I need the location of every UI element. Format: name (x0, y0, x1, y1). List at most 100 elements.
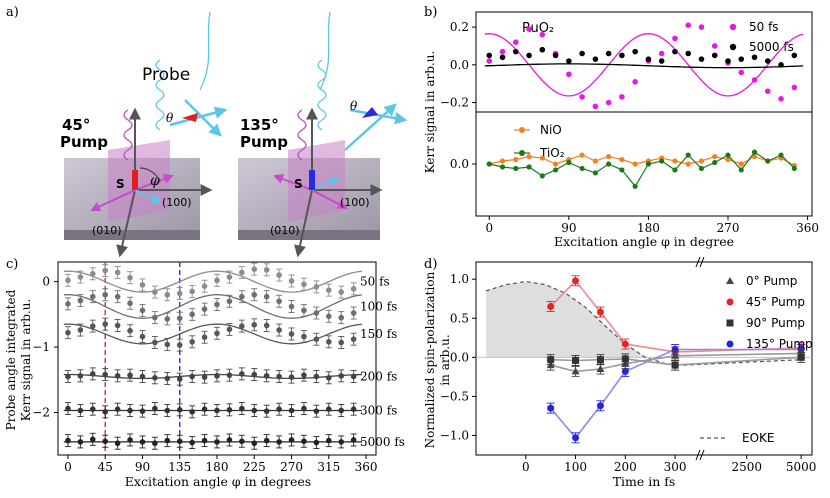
legend-marker-90deg (726, 319, 734, 327)
data-point-200-fs (288, 374, 295, 380)
data-point-5000-fs (645, 56, 652, 62)
data-point-200-fs (338, 373, 345, 379)
x-tick-label: 270 (280, 460, 303, 474)
data-point-100-fs (301, 307, 307, 314)
data-point-tio (712, 159, 718, 166)
data-point-150-fs (313, 336, 320, 343)
data-point-100-fs (102, 291, 109, 298)
data-point-100-fs (77, 297, 84, 304)
pump45-label-1: 45° (62, 116, 90, 134)
spin-label: S (116, 177, 125, 191)
data-point-150-fs (214, 330, 220, 337)
data-point-5000-fs (313, 439, 320, 446)
series-line-tio (489, 151, 795, 188)
panel-label-d: d) (424, 257, 437, 272)
data-point-nio (513, 156, 519, 163)
data-point-50-fs (499, 48, 506, 55)
plot-frame (475, 261, 813, 456)
data-point-nio (698, 158, 705, 164)
data-point-5000-fs (566, 58, 572, 64)
data-point-50-fs (605, 99, 612, 106)
axis-010-arrow (116, 189, 136, 258)
data-point-5000-fs (526, 52, 532, 59)
data-point-300-fs (127, 407, 133, 414)
data-point-300-fs (201, 406, 208, 413)
data-point-5000-fs (778, 62, 784, 68)
x-tick-label: 100 (564, 460, 587, 474)
data-point-5000-fs (791, 52, 798, 59)
legend-marker-50fs (729, 23, 737, 31)
data-point-5000-fs (632, 48, 638, 55)
x-tick-label: 270 (717, 221, 740, 235)
data-point-90-pump (671, 361, 679, 369)
axis-break-mark (695, 256, 701, 268)
series-label-50-fs: 50 fs (360, 275, 390, 289)
data-point-tio (765, 158, 771, 164)
data-point-5000-fs (164, 437, 171, 444)
data-point-5000-fs (552, 52, 559, 59)
probe-polarization-arrow (311, 176, 340, 191)
data-point-135-pump (596, 402, 604, 410)
legend-marker-5000fs (729, 43, 737, 51)
y-tick-label: −0.5 (440, 389, 469, 403)
data-point-90-pump (596, 356, 604, 364)
legend-label-eoke: EOKE (742, 431, 774, 445)
x-tick-label: 0 (522, 460, 530, 474)
data-point-150-fs (152, 339, 158, 346)
chart-title-ruo2: RuO₂ (522, 21, 554, 36)
y-tick-label: −1.0 (440, 428, 469, 442)
probe-polarization-arrow (134, 189, 162, 204)
data-point-300-fs (251, 407, 258, 414)
reflected-probe-arrow-2 (184, 99, 222, 137)
x-tick-label: 0 (485, 221, 493, 235)
data-point-200-fs (325, 375, 332, 381)
data-point-200-fs (239, 371, 245, 377)
series-label-200-fs: 200 fs (360, 369, 397, 383)
data-point-200-fs (189, 373, 195, 380)
data-point-300-fs (226, 407, 233, 413)
data-point-150-fs (325, 339, 332, 345)
data-point-5000-fs (579, 50, 585, 57)
data-point-90-pump (797, 353, 805, 361)
data-point-50-fs (127, 274, 133, 281)
data-point-100-fs (263, 293, 270, 300)
data-point-100-fs (164, 316, 171, 322)
pump-wave (123, 109, 133, 161)
panel-d-marks: 1.0 0.5 0.0 −0.5 −1.0 0 100 200 300 2500 5000 (440, 256, 816, 474)
data-point-5000-fs (114, 440, 121, 447)
data-point-5000-fs (65, 437, 71, 444)
pump-wave (297, 109, 307, 161)
axis-100-label: (100) (162, 196, 192, 209)
data-point-150-fs (127, 327, 133, 334)
data-point-tio (539, 173, 545, 179)
data-point-50-fs (239, 269, 245, 276)
data-point-200-fs (152, 375, 158, 381)
data-point-200-fs (102, 371, 109, 378)
legend-bottom: NiO TiO₂ (514, 123, 565, 160)
data-point-45-pump (547, 303, 555, 311)
pump-polarization-arrow (311, 189, 348, 209)
data-point-nio (632, 161, 638, 167)
data-point-300-fs (114, 406, 121, 413)
legend-label-5000fs: 5000 fs (749, 40, 794, 54)
data-point-50-fs (251, 266, 258, 272)
data-point-5000-fs (176, 438, 183, 445)
spin-label: S (294, 177, 303, 191)
probe-wave (317, 59, 327, 131)
data-point-100-fs (89, 293, 96, 300)
data-point-5000-fs (751, 54, 758, 61)
series-label-100-fs: 100 fs (360, 299, 397, 313)
series-label-5000-fs: 5000 fs (360, 435, 405, 449)
data-point-5000-fs (499, 54, 506, 61)
data-point-0-pump (671, 351, 680, 359)
spin-arrow (309, 170, 315, 190)
sample-slab-edge (64, 230, 200, 240)
eoke-shaded-area (486, 281, 701, 358)
legend-label-45deg: 45° Pump (746, 295, 805, 309)
axis-break-mark (699, 256, 705, 268)
y-tick-label: −0.2 (440, 96, 469, 110)
data-point-200-fs (201, 374, 208, 380)
y-tick-label: 0.2 (450, 20, 469, 34)
data-point-150-fs (301, 333, 307, 340)
